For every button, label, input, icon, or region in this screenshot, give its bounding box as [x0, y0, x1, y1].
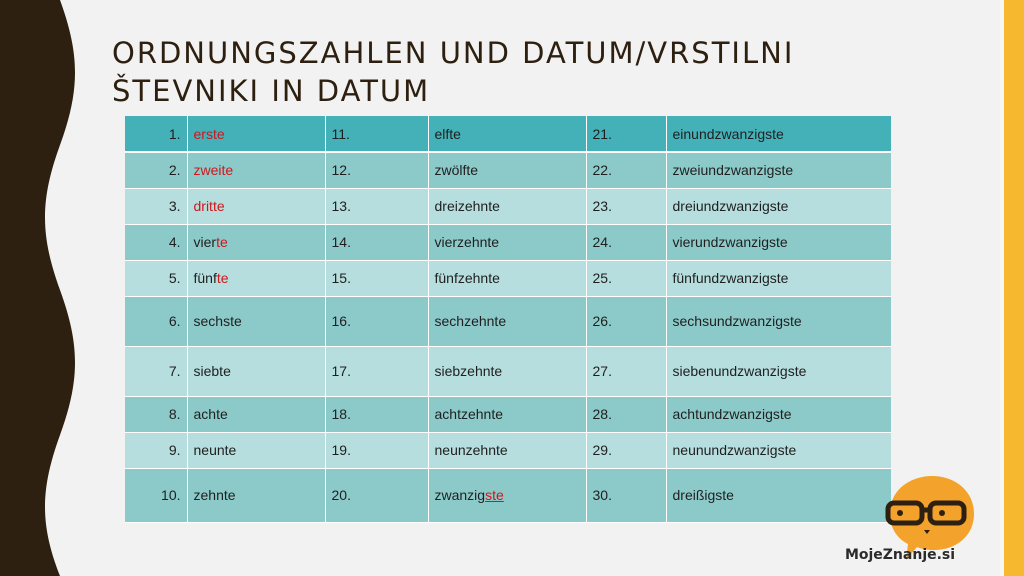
ordinal-number-3: 23.: [586, 188, 667, 225]
ordinal-word-1: siebte: [187, 346, 326, 397]
ordinal-number-3: 22.: [586, 152, 667, 189]
word-stem: vierzehnte: [434, 234, 500, 250]
word-ending-highlight: te: [216, 270, 229, 286]
word-stem: achtzehnte: [434, 406, 504, 422]
word-stem: siebzehnte: [434, 363, 503, 379]
word-stem: dreizehnte: [434, 198, 500, 214]
ordinal-word-3: siebenundzwanzigste: [666, 346, 891, 397]
ordinal-number-1: 2.: [125, 152, 188, 189]
ordinal-number-2: 12.: [325, 152, 429, 189]
ordinal-word-3: vierundzwanzigste: [666, 224, 891, 261]
word-ending-highlight: dritte: [193, 198, 225, 214]
word-stem: achte: [193, 406, 228, 422]
table-row: 10. zehnte 20. zwanzigste 30. dreißigste: [125, 468, 891, 523]
word-stem: neunte: [193, 442, 237, 458]
ordinal-word-1: fünfte: [187, 260, 326, 297]
table-row: 8. achte 18. achtzehnte 28. achtundzwanzigste: [125, 396, 891, 433]
word-stem: zwanzig: [434, 487, 486, 503]
ordinal-word-1: sechste: [187, 296, 326, 347]
word-stem: siebte: [193, 363, 231, 379]
logo-text: MojeZnanje.si: [844, 547, 956, 563]
ordinal-number-3: 24.: [586, 224, 667, 261]
ordinal-number-3: 25.: [586, 260, 667, 297]
word-ending-highlight: ste: [485, 487, 504, 503]
ordinal-word-2: zwölfte: [428, 152, 587, 189]
table-row: 1. erste 11. elfte 21. einundzwanzigste: [125, 116, 891, 153]
ordinal-word-1: zweite: [187, 152, 326, 189]
word-stem: zwölfte: [434, 162, 479, 179]
ordinal-word-2: achtzehnte: [428, 396, 587, 433]
ordinal-number-1: 9.: [125, 432, 188, 469]
ordinal-word-3: achtundzwanzigste: [666, 396, 891, 433]
ordinal-number-1: 7.: [125, 346, 188, 397]
ordinal-number-3: 27.: [586, 346, 667, 397]
ordinal-number-2: 13.: [325, 188, 429, 225]
word-ending-highlight: zweite: [193, 162, 234, 179]
ordinal-word-3: sechsundzwanzigste: [666, 296, 891, 347]
ordinal-number-3: 21.: [586, 116, 667, 153]
ordinal-word-2: neunzehnte: [428, 432, 587, 469]
ordinal-word-2: zwanzigste: [428, 468, 587, 523]
table-row: 4. vierte 14. vierzehnte 24. vierundzwanzigst…: [125, 224, 891, 261]
word-stem: neunzehnte: [434, 442, 508, 458]
ordinal-word-1: achte: [187, 396, 326, 433]
word-ending-highlight: te: [216, 234, 228, 250]
ordinal-word-3: dreiundzwanzigste: [666, 188, 891, 225]
ordinal-word-3: zweiundzwanzigste: [666, 152, 891, 189]
ordinal-word-1: zehnte: [187, 468, 326, 523]
ordinal-number-1: 10.: [125, 468, 188, 523]
ordinal-word-2: sechzehnte: [428, 296, 587, 347]
ordinal-word-3: dreißigste: [666, 468, 891, 523]
table-row: 2. zweite 12. zwölfte 22. zweiundzwanzigste: [125, 152, 891, 189]
table-row: 6. sechste 16. sechzehnte 26. sechsundzwanzig…: [125, 296, 891, 347]
word-stem: fünf: [193, 270, 217, 286]
table-row: 5. fünfte 15. fünfzehnte 25. fünfundzwanzigst…: [125, 260, 891, 297]
ordinal-number-3: 28.: [586, 396, 667, 433]
word-ending-highlight: erste: [193, 125, 225, 142]
table-row: 3. dritte 13. dreizehnte 23. dreiundzwanzigst…: [125, 188, 891, 225]
ordinal-word-1: neunte: [187, 432, 326, 469]
ordinal-numbers-table: 1. erste 11. elfte 21. einundzwanzigste 2. zwei…: [125, 116, 891, 523]
ordinal-number-1: 8.: [125, 396, 188, 433]
ordinal-number-2: 19.: [325, 432, 429, 469]
ordinal-number-3: 29.: [586, 432, 667, 469]
word-stem: sechzehnte: [434, 313, 507, 329]
ordinal-word-1: dritte: [187, 188, 326, 225]
ordinal-number-2: 20.: [325, 468, 429, 523]
ordinal-word-3: fünfundzwanzigste: [666, 260, 891, 297]
word-stem: vier: [193, 234, 217, 250]
ordinal-number-2: 14.: [325, 224, 429, 261]
ordinal-number-2: 18.: [325, 396, 429, 433]
ordinal-word-1: erste: [187, 116, 326, 153]
ordinal-word-1: vierte: [187, 224, 326, 261]
table-row: 9. neunte 19. neunzehnte 29. neunundzwanzigst…: [125, 432, 891, 469]
ordinal-number-1: 4.: [125, 224, 188, 261]
word-stem: fünfzehnte: [434, 270, 500, 286]
word-stem: zehnte: [193, 487, 236, 503]
ordinal-number-3: 26.: [586, 296, 667, 347]
ordinal-word-2: elfte: [428, 116, 587, 153]
ordinal-number-2: 15.: [325, 260, 429, 297]
ordinal-word-3: einundzwanzigste: [666, 116, 891, 153]
ordinal-number-3: 30.: [586, 468, 667, 523]
ordinal-number-1: 6.: [125, 296, 188, 347]
right-accent-bar: [1004, 0, 1024, 576]
ordinal-word-2: dreizehnte: [428, 188, 587, 225]
word-stem: sechste: [193, 313, 242, 329]
word-stem: elfte: [434, 125, 461, 142]
ordinal-word-2: siebzehnte: [428, 346, 587, 397]
page-title: Ordnungszahlen und Datum/vrstilni števni…: [112, 36, 795, 108]
ordinal-number-2: 16.: [325, 296, 429, 347]
ordinal-word-3: neunundzwanzigste: [666, 432, 891, 469]
ordinal-word-2: fünfzehnte: [428, 260, 587, 297]
ordinal-number-2: 11.: [325, 116, 429, 153]
ordinal-number-1: 5.: [125, 260, 188, 297]
table-row: 7. siebte 17. siebzehnte 27. siebenundzwanzig…: [125, 346, 891, 397]
wave-decoration: [0, 0, 75, 576]
logo-icon: [885, 476, 974, 560]
ordinal-number-1: 1.: [125, 116, 188, 153]
ordinal-word-2: vierzehnte: [428, 224, 587, 261]
ordinal-number-1: 3.: [125, 188, 188, 225]
ordinal-number-2: 17.: [325, 346, 429, 397]
